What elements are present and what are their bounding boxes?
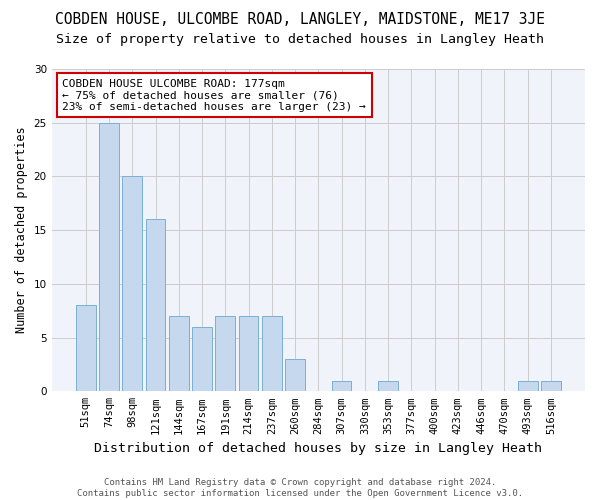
X-axis label: Distribution of detached houses by size in Langley Heath: Distribution of detached houses by size … (94, 442, 542, 455)
Bar (285, 359, 305, 392)
Bar (541, 380, 561, 392)
Text: COBDEN HOUSE, ULCOMBE ROAD, LANGLEY, MAIDSTONE, ME17 3JE: COBDEN HOUSE, ULCOMBE ROAD, LANGLEY, MAI… (55, 12, 545, 28)
Bar (146, 220, 166, 392)
Bar (76, 306, 95, 392)
Bar (332, 380, 352, 392)
Text: Size of property relative to detached houses in Langley Heath: Size of property relative to detached ho… (56, 32, 544, 46)
Y-axis label: Number of detached properties: Number of detached properties (15, 127, 28, 334)
Bar (378, 380, 398, 392)
Bar (122, 176, 142, 392)
Bar (99, 122, 119, 392)
Bar (518, 380, 538, 392)
Bar (262, 316, 282, 392)
Bar (192, 327, 212, 392)
Bar (169, 316, 188, 392)
Text: COBDEN HOUSE ULCOMBE ROAD: 177sqm
← 75% of detached houses are smaller (76)
23% : COBDEN HOUSE ULCOMBE ROAD: 177sqm ← 75% … (62, 78, 366, 112)
Text: Contains HM Land Registry data © Crown copyright and database right 2024.
Contai: Contains HM Land Registry data © Crown c… (77, 478, 523, 498)
Bar (239, 316, 259, 392)
Bar (215, 316, 235, 392)
